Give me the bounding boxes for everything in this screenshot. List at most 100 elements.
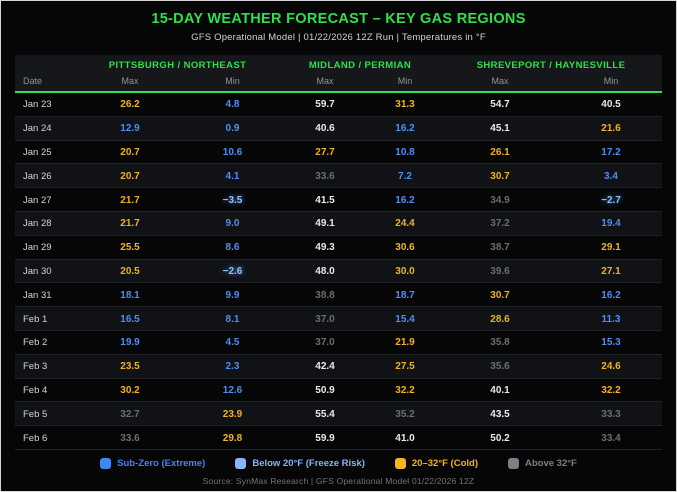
date-cell: Feb 1 (23, 313, 48, 325)
temp-cell: 9.0 (225, 218, 240, 230)
temp-cell: 37.0 (315, 337, 335, 349)
date-cell: Feb 4 (23, 384, 48, 396)
temp-cell: 7.2 (398, 170, 412, 182)
legend: Sub-Zero (Extreme) Below 20°F (Freeze Ris… (1, 457, 676, 469)
table-row: Jan 24 12.9 0.9 40.6 16.2 45.1 21.6 (15, 116, 662, 141)
date-cell: Jan 30 (23, 265, 52, 277)
temp-cell: 10.8 (395, 146, 415, 158)
date-cell: Jan 27 (23, 194, 52, 206)
temp-cell: 30.6 (395, 242, 415, 254)
temp-cell: 38.8 (315, 289, 335, 301)
temp-cell: 18.1 (120, 289, 140, 301)
temp-cell: 41.5 (315, 194, 335, 206)
group-shreveport-haynesville: SHREVEPORT / HAYNESVILLE (476, 60, 626, 71)
temp-cell: 26.1 (490, 146, 510, 158)
temp-cell: 35.6 (490, 361, 510, 373)
legend-item-subzero: Sub-Zero (Extreme) (100, 457, 206, 469)
temp-cell: 50.2 (490, 432, 510, 444)
temp-cell: 12.6 (222, 384, 243, 396)
max-column-header: Max (121, 76, 139, 86)
temp-cell: 24.4 (395, 218, 415, 230)
date-cell: Jan 26 (23, 170, 52, 182)
legend-label: Above 32°F (524, 457, 577, 469)
temp-cell: −2.6 (222, 265, 243, 277)
temp-cell: 48.0 (315, 265, 335, 277)
temp-cell: 59.7 (315, 99, 335, 111)
temp-cell: 27.5 (395, 361, 415, 373)
date-cell: Jan 25 (23, 146, 52, 158)
table-row: Jan 27 21.7 −3.5 41.5 16.2 34.9 −2.7 (15, 188, 662, 212)
source-note: Source: SynMax Research | GFS Operationa… (202, 475, 475, 486)
date-column-header: Date (23, 76, 43, 86)
legend-label: Sub-Zero (Extreme) (117, 457, 206, 469)
subzero-swatch-icon (100, 457, 112, 469)
page-subtitle: GFS Operational Model | 01/22/2026 12Z R… (191, 32, 486, 43)
temp-cell: 29.8 (222, 432, 243, 444)
legend-item-mild: Above 32°F (507, 457, 577, 469)
temp-cell: 23.5 (120, 361, 140, 373)
temp-cell: 8.1 (225, 313, 240, 325)
legend-label: 20–32°F (Cold) (411, 457, 478, 469)
date-cell: Feb 2 (23, 337, 48, 349)
temp-cell: 33.4 (601, 432, 621, 444)
table-row: Jan 30 20.5 −2.6 48.0 30.0 39.6 27.1 (15, 259, 662, 284)
temp-cell: 49.1 (315, 218, 335, 230)
temp-cell: 26.2 (120, 99, 140, 111)
temp-cell: 4.1 (225, 170, 240, 182)
temp-cell: 20.7 (120, 170, 140, 182)
temp-cell: −3.5 (222, 194, 243, 206)
table-row: Jan 31 18.1 9.9 38.8 18.7 30.7 16.2 (15, 283, 662, 307)
temp-cell: 21.7 (120, 194, 140, 206)
temp-cell: 43.5 (490, 408, 510, 420)
table-row: Feb 5 32.7 23.9 55.4 35.2 43.5 33.3 (15, 402, 662, 427)
table-row: Jan 28 21.7 9.0 49.1 24.4 37.2 19.4 (15, 211, 662, 236)
temp-cell: 30.7 (490, 170, 510, 182)
temp-cell: 40.1 (490, 384, 510, 396)
temp-cell: 32.2 (601, 384, 621, 396)
temp-cell: 33.6 (120, 432, 140, 444)
column-header-row: Date Max Min Max Min Max Min (15, 71, 662, 91)
temp-cell: 4.8 (225, 99, 240, 111)
table-row: Feb 1 16.5 8.1 37.0 15.4 28.6 11.3 (15, 307, 662, 331)
temp-cell: 32.7 (120, 408, 140, 420)
legend-item-cold: 20–32°F (Cold) (394, 457, 478, 469)
group-pittsburgh-northeast: PITTSBURGH / NORTHEAST (108, 60, 247, 71)
temp-cell: 49.3 (315, 242, 335, 254)
temp-cell: 33.6 (315, 170, 335, 182)
temp-cell: 27.1 (601, 265, 621, 277)
temp-cell: 4.5 (225, 337, 240, 349)
temp-cell: 30.2 (120, 384, 140, 396)
temp-cell: 24.6 (601, 361, 621, 373)
temp-cell: 35.2 (395, 408, 415, 420)
temp-cell: 33.3 (601, 408, 621, 420)
temp-cell: 16.5 (120, 313, 140, 325)
table-row: Feb 2 19.9 4.5 37.0 21.9 35.8 15.3 (15, 331, 662, 355)
temp-cell: 29.1 (601, 242, 621, 254)
date-cell: Feb 6 (23, 432, 48, 444)
temp-cell: 31.3 (395, 99, 415, 111)
temp-cell: 23.9 (222, 408, 243, 420)
temp-cell: 34.9 (490, 194, 510, 206)
temp-cell: 21.6 (601, 123, 621, 135)
temp-cell: 19.9 (120, 337, 140, 349)
temp-cell: 8.6 (225, 242, 240, 254)
date-cell: Jan 23 (23, 99, 52, 111)
temp-cell: 16.2 (395, 194, 415, 206)
freeze-swatch-icon (235, 457, 247, 469)
table-row: Jan 23 26.2 4.8 59.7 31.3 54.7 40.5 (15, 93, 662, 117)
date-cell: Jan 31 (23, 289, 52, 301)
temp-cell: 21.9 (395, 337, 415, 349)
temp-cell: 38.7 (490, 242, 510, 254)
temp-cell: 30.0 (395, 265, 415, 277)
table-body: Jan 23 26.2 4.8 59.7 31.3 54.7 40.5 Jan 24 12.9 0… (15, 93, 662, 450)
min-column-header: Min (603, 76, 619, 86)
table-header: PITTSBURGH / NORTHEAST MIDLAND / PERMIAN… (15, 55, 662, 93)
temp-cell: 0.9 (225, 123, 240, 135)
temp-cell: 28.6 (490, 313, 510, 325)
temp-cell: 18.7 (395, 289, 415, 301)
temp-cell: 39.6 (490, 265, 510, 277)
table-row: Jan 29 25.5 8.6 49.3 30.6 38.7 29.1 (15, 236, 662, 260)
date-cell: Jan 24 (23, 123, 52, 135)
temp-cell: 12.9 (120, 123, 140, 135)
temp-cell: 30.7 (490, 289, 510, 301)
